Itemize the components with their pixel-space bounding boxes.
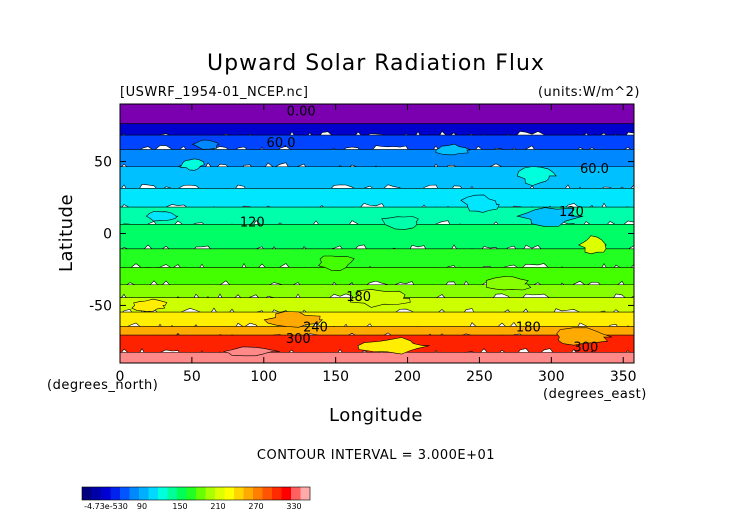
contour-label: 300 bbox=[573, 340, 598, 355]
contour-label: 240 bbox=[303, 320, 328, 335]
colorbar-swatch bbox=[205, 487, 216, 500]
colorbar-swatch bbox=[300, 487, 311, 500]
colorbar-swatch bbox=[291, 487, 301, 500]
contour-label: 60.0 bbox=[580, 162, 609, 177]
colorbar-swatch bbox=[253, 487, 263, 500]
x-tick-label: 250 bbox=[466, 369, 493, 385]
colorbar-label: 150 bbox=[172, 502, 187, 511]
colorbar-swatch bbox=[91, 487, 102, 500]
colorbar-swatch bbox=[129, 487, 140, 500]
x-tick-label: 0 bbox=[116, 369, 125, 385]
y-tick-label: 0 bbox=[103, 227, 112, 243]
colorbar-frame bbox=[81, 486, 311, 501]
contour-patch bbox=[516, 207, 584, 227]
colorbar-swatch bbox=[234, 487, 244, 500]
x-tick-label: 300 bbox=[538, 369, 565, 385]
x-axis-label: Longitude bbox=[329, 405, 423, 426]
contour-patch bbox=[131, 298, 168, 312]
contour-patch bbox=[223, 346, 280, 357]
colorbar-swatch bbox=[82, 487, 92, 500]
contour-patch bbox=[145, 211, 179, 222]
y-axis-label: Latitude bbox=[56, 194, 77, 272]
contour-patch bbox=[357, 337, 430, 355]
x-tick-label: 50 bbox=[183, 369, 201, 385]
contour-label: 120 bbox=[240, 215, 265, 230]
contour-patch bbox=[516, 166, 557, 186]
colorbar-swatch bbox=[243, 487, 254, 500]
colorbar-swatch bbox=[224, 487, 235, 500]
contour-band bbox=[120, 352, 634, 363]
colorbar-swatch bbox=[101, 487, 111, 500]
contour-label: 300 bbox=[286, 332, 311, 347]
y-tick-label: 50 bbox=[94, 155, 112, 171]
file-label: [USWRF_1954-01_NCEP.nc] bbox=[120, 85, 308, 100]
y-tick-label: -50 bbox=[89, 298, 112, 314]
units-label: (units:W/m^2) bbox=[538, 85, 640, 100]
colorbar-swatch bbox=[196, 487, 206, 500]
contour-label: 180 bbox=[346, 290, 371, 305]
y-axis: 50 0 -50 bbox=[89, 155, 634, 314]
contour-patch bbox=[317, 255, 355, 271]
contour-patch bbox=[486, 276, 532, 291]
x-tick-label: 100 bbox=[250, 369, 277, 385]
x-tick-label: 350 bbox=[610, 369, 637, 385]
colorbar-label: 330 bbox=[286, 502, 301, 511]
contour-interval: CONTOUR INTERVAL = 3.000E+01 bbox=[257, 448, 495, 463]
chart-title: Upward Solar Radiation Flux bbox=[207, 51, 545, 76]
colorbar-label: 210 bbox=[210, 502, 225, 511]
contour-patch bbox=[556, 327, 613, 346]
x-unit-label: (degrees_east) bbox=[543, 387, 647, 402]
colorbar-label: -4.73e-530 bbox=[84, 502, 128, 511]
colorbar-label: 90 bbox=[137, 502, 147, 511]
contour-label: 120 bbox=[559, 205, 584, 220]
colorbar-swatch bbox=[186, 487, 197, 500]
colorbar-swatch bbox=[215, 487, 225, 500]
plot-area bbox=[120, 104, 634, 363]
contour-patch bbox=[179, 158, 205, 171]
contour-patch bbox=[191, 139, 220, 150]
contour-label: 60.0 bbox=[267, 136, 296, 151]
x-axis: 0 50 100 150 200 250 300 350 bbox=[116, 104, 637, 385]
contour-label: 0.00 bbox=[287, 105, 316, 120]
colorbar-swatch bbox=[167, 487, 178, 500]
contour-patch bbox=[460, 194, 500, 213]
colorbar-swatch bbox=[272, 487, 282, 500]
colorbar-swatch bbox=[281, 487, 292, 500]
colorbar-swatch bbox=[177, 487, 187, 500]
contour-patch bbox=[263, 311, 324, 328]
colorbar-label: 270 bbox=[248, 502, 263, 511]
contour-label: 180 bbox=[516, 320, 541, 335]
colorbar-swatch bbox=[148, 487, 159, 500]
contour-patch bbox=[349, 289, 411, 308]
colorbar-swatch bbox=[110, 487, 121, 500]
contour-patch bbox=[578, 235, 607, 255]
contour-patch bbox=[435, 143, 471, 156]
colorbar: -4.73e-530 90 150 210 270 330 bbox=[81, 486, 311, 511]
contour-band bbox=[120, 104, 634, 126]
x-tick-label: 200 bbox=[394, 369, 421, 385]
contour-labels: 0.00 60.0 60.0 120 120 180 240 180 300 300 bbox=[240, 105, 609, 356]
contour-patch bbox=[381, 216, 419, 230]
colorbar-swatch bbox=[139, 487, 149, 500]
y-unit-label: (degrees_north) bbox=[47, 378, 158, 393]
x-tick-label: 150 bbox=[322, 369, 349, 385]
colorbar-swatch bbox=[262, 487, 273, 500]
colorbar-swatch bbox=[120, 487, 130, 500]
colorbar-swatch bbox=[158, 487, 168, 500]
